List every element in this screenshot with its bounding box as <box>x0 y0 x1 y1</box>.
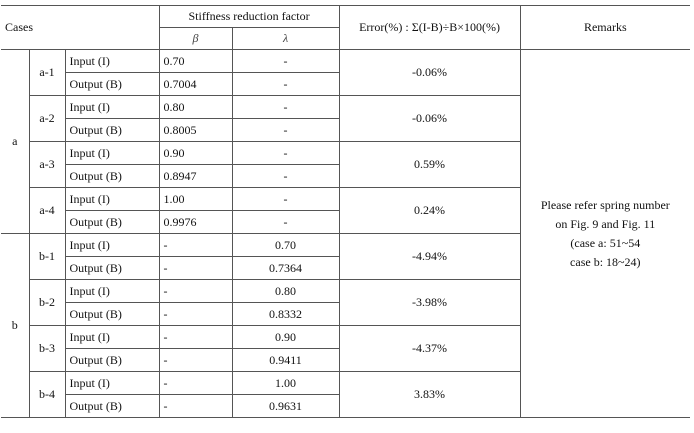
row-kind-label: Output (B) <box>64 72 160 96</box>
lambda-value: 0.7364 <box>231 256 340 280</box>
beta-value: - <box>158 233 233 257</box>
error-value: -0.06% <box>338 95 521 142</box>
row-kind-label: Output (B) <box>64 302 160 326</box>
beta-value: 0.7004 <box>158 72 233 96</box>
row-kind-label: Output (B) <box>64 118 160 142</box>
error-value: 0.59% <box>338 141 521 188</box>
header-remarks: Remarks <box>519 5 691 50</box>
beta-value: - <box>158 325 233 349</box>
header-error: Error(%) : Σ(I-B)÷B×100(%) <box>338 5 521 50</box>
table-row: Output (B) 0.8947- <box>1 164 690 188</box>
row-kind-label: Input (I) <box>64 49 160 73</box>
header-lambda: λ <box>231 27 340 50</box>
lambda-value: - <box>231 164 340 188</box>
lambda-value: 0.9411 <box>231 348 340 372</box>
beta-value: - <box>158 279 233 303</box>
remarks-line: case b: 18~24) <box>570 254 641 269</box>
header-stiffness: Stiffness reduction factor <box>158 5 340 28</box>
error-value: 3.83% <box>338 371 521 418</box>
table-row: a-2 Input (I) 0.80- -0.06% <box>1 95 690 142</box>
case-id: b-2 <box>28 279 66 326</box>
table-row: b-3 Input (I) -0.90 -4.37% <box>1 325 690 372</box>
lambda-value: - <box>231 210 340 234</box>
row-kind-label: Output (B) <box>64 210 160 234</box>
row-kind-label: Output (B) <box>64 256 160 280</box>
beta-value: 0.8947 <box>158 164 233 188</box>
table-row: b-2 Input (I) -0.80 -3.98% <box>1 279 690 326</box>
beta-value: - <box>158 302 233 326</box>
row-kind-label: Output (B) <box>64 394 160 418</box>
beta-value: 0.90 <box>158 141 233 165</box>
row-kind-label: Input (I) <box>64 371 160 395</box>
lambda-value: 0.8332 <box>231 302 340 326</box>
error-value: 0.24% <box>338 187 521 234</box>
table-row: Output (B) 0.8005- <box>1 118 690 142</box>
table-row: Output (B) -0.8332 <box>1 302 690 326</box>
table-row: Output (B) 0.9976- <box>1 210 690 234</box>
remarks-line: on Fig. 9 and Fig. 11 <box>555 216 656 231</box>
lambda-value: 0.90 <box>231 325 340 349</box>
header-cases: Cases <box>0 5 160 50</box>
beta-value: 1.00 <box>158 187 233 211</box>
results-table: Cases Stiffness reduction factor Error(%… <box>0 5 691 418</box>
case-id: a-3 <box>28 141 66 188</box>
case-id: a-2 <box>28 95 66 142</box>
beta-value: 0.9976 <box>158 210 233 234</box>
remarks-line: (case a: 51~54 <box>570 235 641 250</box>
beta-value: 0.70 <box>158 49 233 73</box>
error-value: -4.94% <box>338 233 521 280</box>
beta-value: - <box>158 348 233 372</box>
row-kind-label: Input (I) <box>64 279 160 303</box>
lambda-value: 1.00 <box>231 371 340 395</box>
case-id: a-1 <box>28 49 66 96</box>
row-kind-label: Input (I) <box>64 325 160 349</box>
group-label: a <box>0 49 30 234</box>
case-id: b-3 <box>28 325 66 372</box>
results-body: a a-1 Input (I) 0.70- -0.06% Please refer spr… <box>0 49 691 418</box>
lambda-value: - <box>231 49 340 73</box>
beta-value: - <box>158 394 233 418</box>
case-id: b-4 <box>28 371 66 418</box>
row-kind-label: Input (I) <box>64 233 160 257</box>
remarks-cell: Please refer spring number on Fig. 9 and … <box>519 49 691 418</box>
row-kind-label: Input (I) <box>64 187 160 211</box>
lambda-value: - <box>231 72 340 96</box>
lambda-value: - <box>231 141 340 165</box>
lambda-value: 0.9631 <box>231 394 340 418</box>
case-id: a-4 <box>28 187 66 234</box>
lambda-value: - <box>231 118 340 142</box>
table-row: b b-1 Input (I) -0.70 -4.94% <box>0 233 690 418</box>
beta-value: 0.80 <box>158 95 233 119</box>
remarks-line: Please refer spring number <box>540 197 670 212</box>
table-row: b-4 Input (I) -1.00 3.83% <box>1 371 690 418</box>
group-label: b <box>0 233 30 418</box>
lambda-value: - <box>231 95 340 119</box>
error-value: -4.37% <box>338 325 521 372</box>
error-value: -0.06% <box>338 49 521 96</box>
error-value: -3.98% <box>338 279 521 326</box>
beta-value: - <box>158 256 233 280</box>
table-row: a-3 Input (I) 0.90-0.59% <box>1 141 690 188</box>
row-kind-label: Output (B) <box>64 164 160 188</box>
table-row: Output (B) -0.9631 <box>1 394 690 418</box>
lambda-value: - <box>231 187 340 211</box>
header-beta: β <box>158 27 233 50</box>
case-id: b-1 <box>28 233 66 280</box>
lambda-value: 0.70 <box>231 233 340 257</box>
table-row: a-4 Input (I) 1.00-0.24% <box>1 187 690 234</box>
row-kind-label: Input (I) <box>64 95 160 119</box>
row-kind-label: Output (B) <box>64 348 160 372</box>
lambda-value: 0.80 <box>231 279 340 303</box>
beta-value: - <box>158 371 233 395</box>
table-row: a a-1 Input (I) 0.70- -0.06% Please refer spr… <box>0 49 691 418</box>
beta-value: 0.8005 <box>158 118 233 142</box>
row-kind-label: Input (I) <box>64 141 160 165</box>
table-row: Output (B) 0.7004- <box>1 72 690 96</box>
